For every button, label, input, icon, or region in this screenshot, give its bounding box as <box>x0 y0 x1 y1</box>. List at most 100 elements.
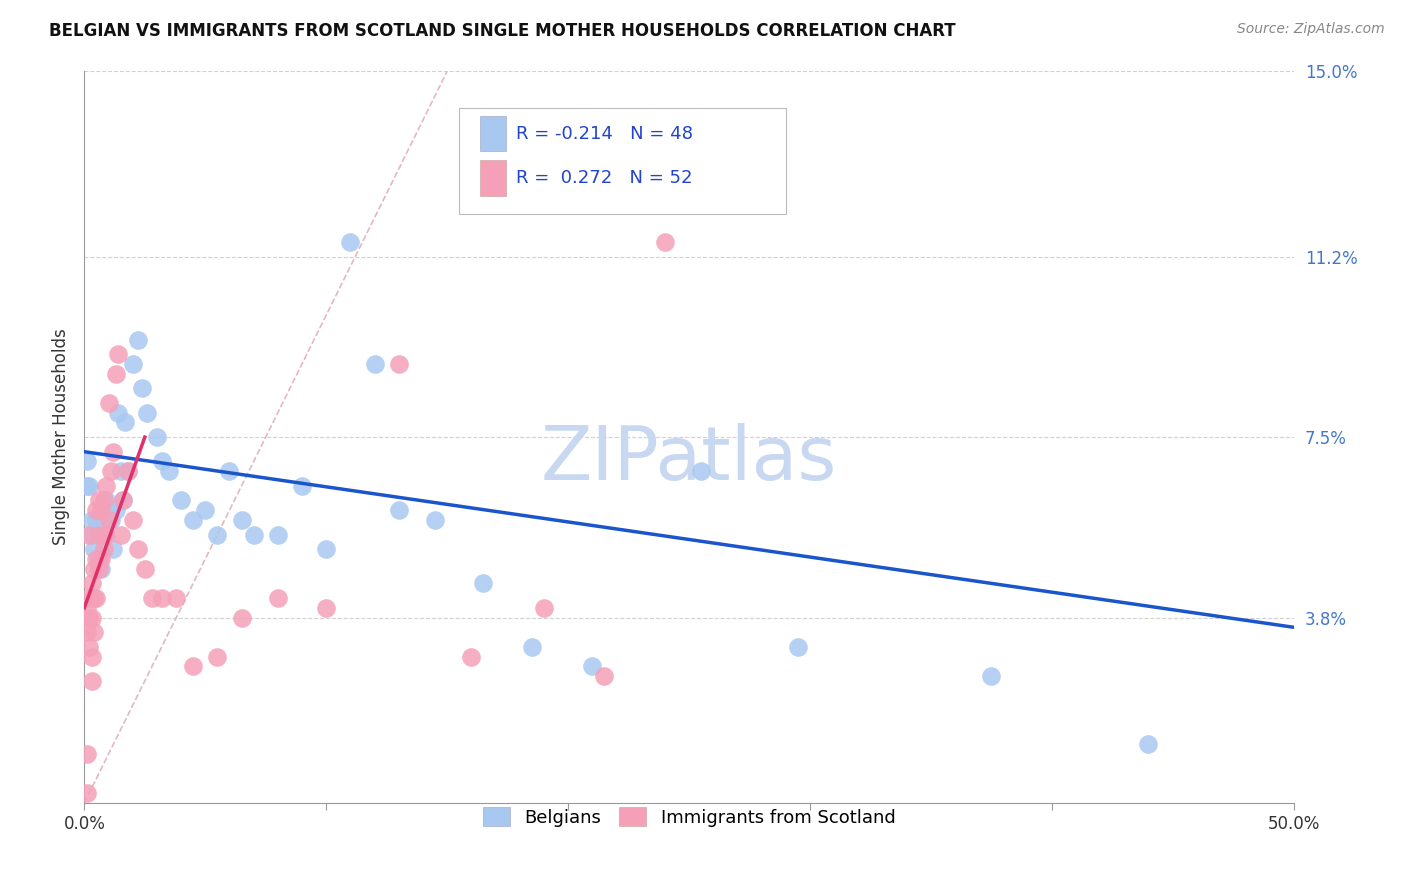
Point <box>107 406 129 420</box>
Point <box>107 347 129 361</box>
Point <box>93 542 115 557</box>
Point <box>242 527 264 541</box>
Point <box>83 542 105 557</box>
Point <box>112 493 135 508</box>
Point <box>76 479 98 493</box>
Point <box>980 669 1002 683</box>
Point <box>423 513 446 527</box>
Text: R =  0.272   N = 52: R = 0.272 N = 52 <box>516 169 693 187</box>
Point <box>121 357 143 371</box>
Point <box>146 430 169 444</box>
Point <box>103 542 125 557</box>
Point <box>76 786 98 800</box>
Point <box>150 591 173 605</box>
Point <box>131 381 153 395</box>
Point <box>520 640 543 654</box>
Point <box>100 513 122 527</box>
Point <box>127 542 149 557</box>
Point <box>77 591 100 605</box>
Text: BELGIAN VS IMMIGRANTS FROM SCOTLAND SINGLE MOTHER HOUSEHOLDS CORRELATION CHART: BELGIAN VS IMMIGRANTS FROM SCOTLAND SING… <box>49 22 956 40</box>
Point <box>117 464 139 478</box>
Point <box>90 503 112 517</box>
Point <box>83 562 105 576</box>
Point <box>97 513 120 527</box>
Point <box>86 513 108 527</box>
Point <box>157 464 180 478</box>
FancyBboxPatch shape <box>479 161 506 195</box>
Point <box>339 235 361 249</box>
Point <box>207 649 229 664</box>
Point <box>80 610 103 624</box>
Point <box>87 493 110 508</box>
Y-axis label: Single Mother Households: Single Mother Households <box>52 329 70 545</box>
Point <box>207 527 229 541</box>
Legend: Belgians, Immigrants from Scotland: Belgians, Immigrants from Scotland <box>475 800 903 834</box>
Point <box>83 625 105 640</box>
FancyBboxPatch shape <box>460 108 786 214</box>
Point <box>315 542 337 557</box>
Point <box>112 493 135 508</box>
Point <box>76 600 98 615</box>
Point <box>94 527 117 541</box>
Point <box>104 367 127 381</box>
Point <box>1137 737 1160 751</box>
Point <box>77 479 100 493</box>
Point <box>181 513 204 527</box>
Point <box>121 513 143 527</box>
Point <box>315 600 337 615</box>
Point <box>472 576 495 591</box>
Point <box>165 591 187 605</box>
Point <box>103 444 125 458</box>
Point <box>87 552 110 566</box>
Point <box>80 576 103 591</box>
Point <box>593 669 616 683</box>
Point <box>110 527 132 541</box>
Point <box>97 396 120 410</box>
Point <box>86 552 108 566</box>
Point <box>83 591 105 605</box>
Text: Source: ZipAtlas.com: Source: ZipAtlas.com <box>1237 22 1385 37</box>
Point <box>363 357 385 371</box>
Point <box>181 659 204 673</box>
Point <box>127 333 149 347</box>
Point <box>267 591 290 605</box>
Point <box>100 464 122 478</box>
Point <box>170 493 193 508</box>
Point <box>80 527 103 541</box>
Point <box>86 591 108 605</box>
Point <box>194 503 217 517</box>
Text: R = -0.214   N = 48: R = -0.214 N = 48 <box>516 125 693 143</box>
Point <box>581 659 603 673</box>
Point <box>136 406 159 420</box>
Point <box>231 513 253 527</box>
Point <box>110 464 132 478</box>
Point <box>76 747 98 761</box>
Text: ZIPatlas: ZIPatlas <box>541 423 837 496</box>
Point <box>117 464 139 478</box>
Point <box>80 649 103 664</box>
Point <box>786 640 808 654</box>
Point <box>654 235 676 249</box>
Point <box>80 513 103 527</box>
Point <box>134 562 156 576</box>
Point <box>97 503 120 517</box>
Point <box>93 527 115 541</box>
Point <box>76 625 98 640</box>
Point <box>87 562 110 576</box>
Point <box>150 454 173 468</box>
Point <box>460 649 482 664</box>
Point <box>87 527 110 541</box>
Point <box>94 493 117 508</box>
Point <box>94 479 117 493</box>
Point <box>93 493 115 508</box>
Point <box>86 503 108 517</box>
Point <box>76 454 98 468</box>
Point <box>90 552 112 566</box>
Point <box>77 527 100 541</box>
Point <box>80 673 103 688</box>
Point <box>104 503 127 517</box>
Point <box>90 562 112 576</box>
Point <box>77 610 100 624</box>
Point <box>533 600 555 615</box>
FancyBboxPatch shape <box>479 116 506 151</box>
